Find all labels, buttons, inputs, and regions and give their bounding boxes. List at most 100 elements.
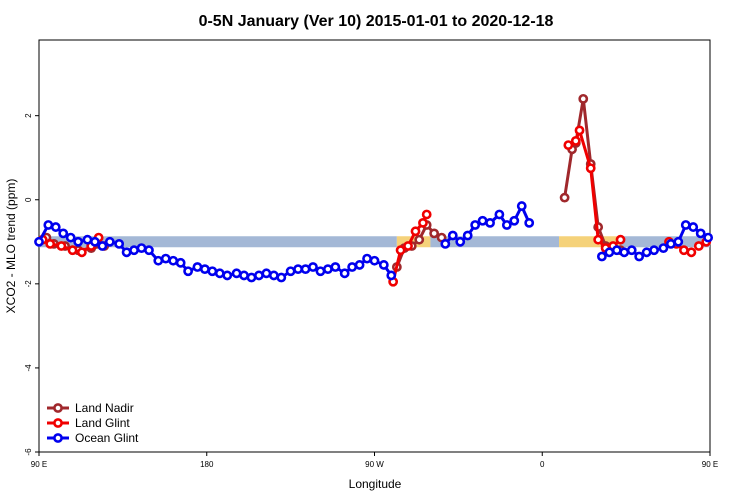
ocean-glint-point	[680, 220, 691, 230]
land-nadir-point	[578, 93, 589, 104]
land-glint-point	[56, 241, 67, 251]
ocean-glint-point	[183, 266, 194, 277]
series-group	[34, 93, 714, 287]
y-tick-label: -4	[24, 364, 33, 372]
ocean-glint-point	[524, 217, 535, 228]
x-tick-label: 90 W	[365, 460, 384, 469]
land-glint-point	[593, 234, 604, 245]
legend-land-nadir-label: Land Nadir	[75, 401, 134, 415]
ocean-glint-point	[619, 247, 630, 258]
ocean-glint-point	[160, 253, 171, 264]
ocean-glint-point	[82, 234, 93, 245]
ocean-glint-point	[97, 241, 108, 251]
ocean-glint-point	[494, 209, 505, 220]
ocean-glint-point	[50, 222, 61, 232]
x-tick-label: 90 E	[702, 460, 718, 469]
ocean-glint-point	[634, 251, 645, 262]
ocean-glint-point	[462, 230, 473, 241]
ocean-glint-point	[168, 255, 179, 266]
land-nadir-point	[429, 228, 440, 239]
land-glint-point	[563, 140, 574, 151]
ocean-glint-point	[73, 236, 84, 247]
ocean-glint-point	[509, 215, 520, 226]
ocean-glint-point	[673, 236, 684, 247]
land-glint-point	[570, 135, 581, 146]
land-glint-point	[45, 238, 56, 249]
ocean-glint-point	[641, 247, 652, 258]
ocean-glint-point	[354, 260, 365, 270]
ocean-glint-point	[114, 238, 125, 249]
ocean-glint-point	[104, 236, 115, 247]
ocean-glint-point	[665, 238, 676, 249]
legend-ocean-glint-label: Ocean Glint	[75, 431, 139, 445]
legend-land-glint-marker	[53, 418, 63, 428]
ocean-glint-point	[611, 245, 622, 256]
x-axis: 90 E 180 90 W 0 90 E	[31, 452, 718, 469]
ocean-glint-point	[330, 262, 341, 272]
land-glint-point	[615, 234, 626, 245]
x-axis-label: Longitude	[349, 477, 402, 491]
land-glint-point	[395, 245, 406, 256]
legend-ocean-glint-marker	[53, 433, 63, 443]
ocean-glint-point	[153, 255, 164, 266]
ocean-glint-point	[268, 270, 279, 281]
land-glint-point	[76, 247, 87, 258]
ocean-glint-point	[501, 220, 512, 230]
ocean-glint-point	[386, 270, 397, 281]
ocean-glint-point	[649, 245, 659, 256]
ocean-glint-point	[34, 236, 44, 247]
ocean-glint-point	[239, 270, 249, 281]
x-tick-label: 90 E	[31, 460, 47, 469]
ocean-glint-point	[378, 260, 389, 270]
land-glint-point	[574, 125, 585, 136]
y-tick-label: -2	[24, 280, 33, 288]
ocean-glint-point	[175, 257, 186, 268]
y-tick-label: -6	[24, 448, 33, 456]
land-glint-point	[410, 226, 421, 237]
ocean-glint-point	[58, 228, 69, 239]
ocean-glint-point	[470, 220, 481, 230]
ocean-glint-point	[65, 232, 76, 243]
ocean-glint-point	[276, 272, 287, 283]
ocean-glint-point	[447, 230, 458, 241]
x-tick-label: 0	[540, 460, 545, 469]
ocean-glint-point	[293, 264, 303, 275]
ocean-glint-point	[231, 268, 242, 279]
y-axis-label: XCO2 - MLO trend (ppm)	[4, 179, 18, 314]
land-glint-point	[686, 247, 697, 258]
ocean-glint-point	[129, 245, 139, 256]
ocean-glint-point	[440, 238, 451, 249]
legend-land-nadir-marker	[53, 403, 63, 413]
ocean-glint-point	[300, 264, 311, 275]
ocean-glint-point	[347, 262, 358, 272]
ocean-glint-point	[121, 247, 132, 258]
land-glint-point	[421, 209, 432, 220]
ocean-glint-point	[136, 243, 147, 254]
ocean-glint-point	[703, 232, 714, 243]
ocean-glint-point	[261, 268, 272, 279]
ocean-glint-point	[455, 236, 466, 247]
ocean-glint-point	[43, 220, 54, 230]
ocean-glint-point	[254, 270, 264, 281]
ocean-glint-point	[199, 264, 210, 275]
ocean-glint-point	[516, 201, 527, 211]
land-glint-point	[585, 163, 596, 174]
ocean-glint-point	[246, 272, 257, 283]
ocean-glint-point	[144, 245, 154, 256]
land-glint-point	[679, 245, 689, 256]
land-glint-point	[693, 241, 704, 251]
land-nadir-point	[559, 192, 570, 203]
ocean-glint-point	[207, 266, 218, 277]
ocean-glint-point	[285, 266, 296, 277]
y-tick-label: 2	[24, 113, 33, 118]
ocean-glint-point	[369, 255, 380, 266]
ocean-glint-point	[688, 222, 699, 232]
land-glint-point	[67, 245, 78, 256]
ocean-glint-point	[477, 215, 488, 226]
ocean-glint-point	[214, 268, 225, 279]
y-tick-label: 0	[24, 197, 33, 202]
ocean-glint-point	[308, 262, 318, 272]
land-nadir-point	[414, 234, 425, 245]
